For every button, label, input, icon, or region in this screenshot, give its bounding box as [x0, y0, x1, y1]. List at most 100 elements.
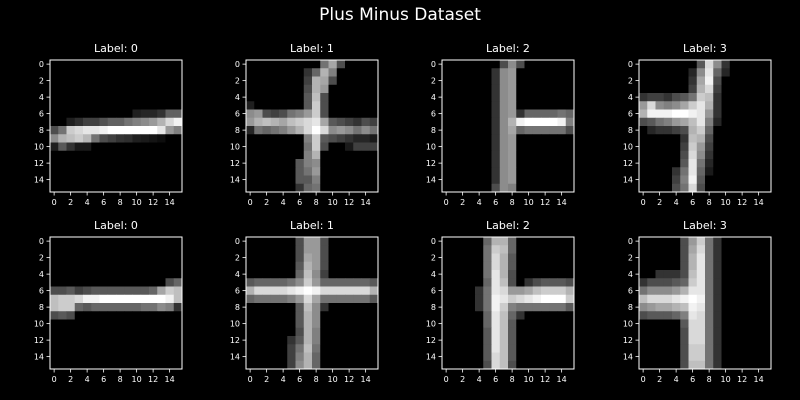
pixel-cell [254, 167, 263, 176]
pixel-cell [508, 60, 517, 69]
pixel-cell [458, 68, 468, 77]
pixel-cell [157, 93, 166, 102]
pixel-cell [557, 84, 567, 94]
pixel-cell [287, 327, 296, 337]
pixel-cell [738, 294, 747, 304]
pixel-cell [361, 159, 371, 168]
pixel-cell [541, 253, 550, 263]
pixel-cell [165, 175, 175, 185]
pixel-cell [647, 84, 656, 94]
y-tick-label: 8 [628, 126, 633, 135]
pixel-cell [157, 117, 166, 127]
pixel-cell [361, 93, 371, 102]
pixel-cell [66, 294, 76, 304]
pixel-cell [639, 360, 648, 370]
pixel-cell [721, 278, 731, 287]
pixel-cell [458, 303, 468, 312]
y-tick-label: 4 [235, 93, 240, 102]
pixel-cell [499, 134, 509, 143]
pixel-cell [721, 237, 731, 246]
pixel-cell [565, 142, 575, 152]
pixel-cell [336, 183, 346, 193]
pixel-cell [672, 336, 681, 345]
pixel-cell [549, 117, 558, 127]
pixel-cell [557, 270, 567, 279]
pixel-cell [279, 68, 288, 77]
pixel-cell [303, 253, 313, 263]
pixel-cell [466, 117, 476, 127]
pixel-cell [696, 93, 706, 102]
pixel-cell [475, 270, 484, 279]
pixel-cell [491, 278, 501, 287]
pixel-cell [270, 117, 280, 127]
pixel-cell [279, 352, 288, 362]
pixel-cell [458, 76, 468, 86]
pixel-cell [262, 60, 272, 69]
pixel-cell [647, 142, 656, 152]
pixel-cell [483, 84, 492, 94]
pixel-cell [345, 175, 354, 185]
pixel-cell [705, 319, 714, 329]
pixel-cell [345, 150, 354, 160]
pixel-cell [639, 237, 648, 246]
pixel-cell [270, 327, 280, 337]
pixel-cell [647, 261, 656, 271]
pixel-cell [270, 126, 280, 135]
pixel-cell [165, 117, 175, 127]
x-tick-label: 8 [314, 375, 319, 384]
pixel-cell [58, 126, 67, 135]
pixel-cell [647, 344, 656, 353]
y-tick-label: 14 [623, 176, 633, 185]
pixel-cell [442, 270, 451, 279]
pixel-cell [499, 352, 509, 362]
pixel-cell [491, 336, 501, 345]
pixel-cell [524, 245, 534, 254]
pixel-cell [721, 319, 731, 329]
pixel-cell [532, 101, 542, 110]
pixel-cell [524, 278, 534, 287]
pixel-cell [754, 109, 764, 119]
pixel-cell [557, 327, 567, 337]
pixel-cell [262, 245, 272, 254]
pixel-cell [721, 126, 731, 135]
pixel-cell [50, 126, 59, 135]
pixel-cell [491, 352, 501, 362]
pixel-cell [688, 245, 698, 254]
pixel-cell [91, 253, 100, 263]
pixel-cell [483, 101, 492, 110]
pixel-cell [345, 286, 354, 296]
pixel-cell [149, 126, 158, 135]
pixel-cell [762, 167, 772, 176]
pixel-cell [524, 126, 534, 135]
pixel-cell [58, 352, 67, 362]
pixel-cell [688, 134, 698, 143]
panel-frame [49, 59, 183, 193]
y-tick-label: 8 [235, 303, 240, 312]
pixel-cell [361, 311, 371, 320]
pixel-cell [746, 303, 755, 312]
pixel-cell [83, 286, 92, 296]
pixel-cell [442, 261, 451, 271]
pixel-cell [663, 286, 673, 296]
pixel-cell [655, 60, 665, 69]
pixel-cell [499, 336, 509, 345]
pixel-cell [157, 60, 166, 69]
pixel-cell [705, 134, 714, 143]
pixel-cell [450, 142, 459, 152]
pixel-cell [663, 327, 673, 337]
pixel-cell [107, 68, 117, 77]
pixel-cell [647, 150, 656, 160]
pixel-cell [345, 270, 354, 279]
pixel-cell [361, 303, 371, 312]
pixel-cell [499, 117, 509, 127]
pixel-cell [328, 352, 338, 362]
pixel-cell [746, 109, 755, 119]
pixel-cell [491, 175, 501, 185]
pixel-cell [647, 311, 656, 320]
pixel-cell [140, 76, 150, 86]
pixel-cell [91, 352, 100, 362]
y-tick-label: 10 [230, 143, 240, 152]
pixel-cell [762, 245, 772, 254]
x-tick-label: 0 [444, 375, 449, 384]
pixel-cell [721, 261, 731, 271]
